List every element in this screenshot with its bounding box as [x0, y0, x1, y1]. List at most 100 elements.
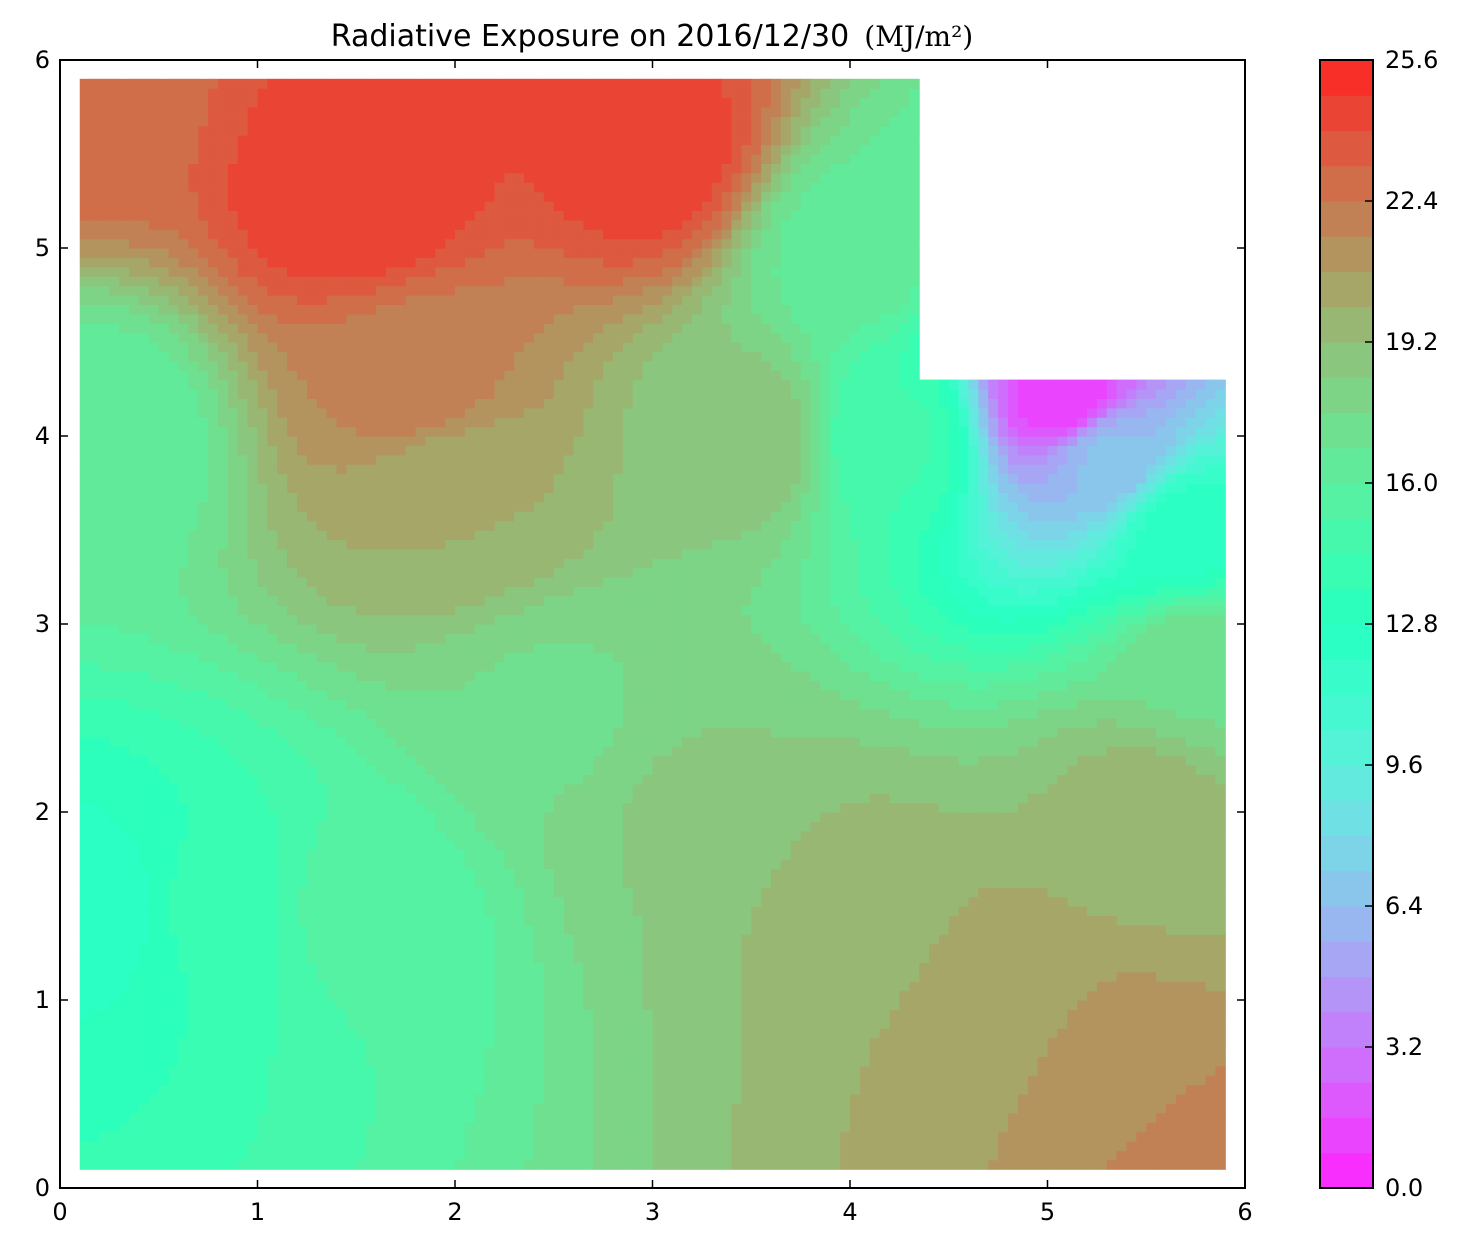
contour-cell	[366, 736, 377, 747]
contour-cell	[385, 943, 397, 954]
contour-cell	[435, 295, 446, 305]
contour-cell	[227, 1056, 239, 1067]
contour-cell	[435, 793, 446, 804]
contour-cell	[257, 605, 268, 616]
contour-cell	[376, 642, 387, 653]
contour-cell	[237, 859, 249, 869]
contour-cell	[356, 962, 367, 973]
contour-cell	[158, 840, 170, 851]
contour-cell	[237, 548, 249, 559]
contour-cell	[455, 511, 466, 522]
contour-cell	[129, 680, 140, 691]
contour-cell	[109, 313, 120, 324]
contour-cell	[178, 943, 189, 954]
contour-cell	[139, 586, 150, 597]
contour-cell	[287, 915, 298, 926]
contour-cell	[385, 783, 397, 794]
contour-cell	[425, 1047, 436, 1057]
contour-cell	[287, 454, 298, 465]
contour-cell	[395, 633, 407, 644]
contour-cell	[287, 624, 298, 634]
contour-cell	[474, 548, 486, 559]
contour-cell	[267, 426, 278, 437]
contour-cell	[455, 257, 466, 268]
contour-cell	[227, 802, 239, 813]
contour-cell	[267, 614, 278, 625]
contour-cell	[326, 934, 338, 945]
contour-cell	[336, 671, 347, 681]
contour-cell	[89, 840, 101, 851]
contour-cell	[267, 586, 278, 597]
contour-cell	[356, 558, 367, 569]
contour-cell	[395, 755, 407, 766]
contour-cell	[297, 661, 308, 672]
contour-cell	[287, 736, 298, 747]
contour-cell	[297, 360, 308, 371]
contour-cell	[316, 407, 328, 418]
contour-cell	[79, 548, 91, 559]
contour-cell	[366, 671, 377, 681]
contour-cell	[148, 501, 160, 512]
contour-cell	[208, 1084, 219, 1095]
contour-cell	[257, 586, 268, 597]
contour-cell	[277, 736, 288, 747]
contour-cell	[79, 379, 91, 390]
contour-cell	[385, 454, 397, 465]
contour-cell	[148, 116, 160, 127]
contour-cell	[188, 755, 199, 766]
contour-cell	[376, 1056, 387, 1067]
contour-cell	[336, 351, 347, 362]
contour-cell	[474, 896, 486, 907]
contour-cell	[139, 135, 150, 146]
contour-cell	[366, 887, 377, 898]
contour-cell	[119, 1141, 130, 1151]
contour-cell	[89, 483, 101, 493]
contour-cell	[237, 154, 249, 164]
contour-cell	[474, 793, 486, 804]
contour-cell	[395, 605, 407, 616]
contour-cell	[464, 624, 476, 634]
contour-cell	[484, 812, 496, 822]
contour-cell	[237, 1009, 249, 1020]
contour-cell	[148, 699, 160, 710]
contour-cell	[366, 351, 377, 362]
contour-cell	[504, 1122, 515, 1133]
contour-cell	[267, 990, 278, 1001]
contour-cell	[287, 248, 298, 258]
contour-cell	[484, 285, 496, 296]
contour-cell	[346, 182, 357, 193]
contour-cell	[385, 830, 397, 841]
contour-cell	[494, 859, 505, 869]
contour-cell	[425, 464, 436, 475]
contour-cell	[306, 953, 318, 963]
contour-cell	[445, 530, 456, 540]
contour-cell	[89, 1047, 101, 1057]
contour-cell	[188, 285, 199, 296]
contour-cell	[237, 1065, 249, 1076]
contour-cell	[385, 812, 397, 822]
contour-cell	[257, 924, 268, 935]
contour-cell	[99, 191, 110, 202]
contour-cell	[415, 896, 426, 907]
contour-cell	[99, 1150, 110, 1161]
contour-cell	[188, 614, 199, 625]
contour-cell	[178, 407, 189, 418]
contour-cell	[139, 360, 150, 371]
contour-cell	[168, 849, 180, 860]
contour-cell	[139, 718, 150, 728]
contour-cell	[218, 849, 229, 860]
contour-cell	[484, 652, 496, 663]
contour-cell	[277, 483, 288, 493]
contour-cell	[316, 868, 328, 879]
contour-cell	[168, 210, 180, 221]
contour-cell	[168, 708, 180, 719]
contour-cell	[119, 1065, 130, 1076]
contour-cell	[484, 191, 496, 202]
contour-cell	[109, 812, 120, 822]
contour-cell	[464, 163, 476, 174]
contour-cell	[297, 323, 308, 334]
contour-cell	[415, 755, 426, 766]
contour-cell	[158, 191, 170, 202]
contour-cell	[445, 304, 456, 315]
contour-cell	[326, 1000, 338, 1010]
